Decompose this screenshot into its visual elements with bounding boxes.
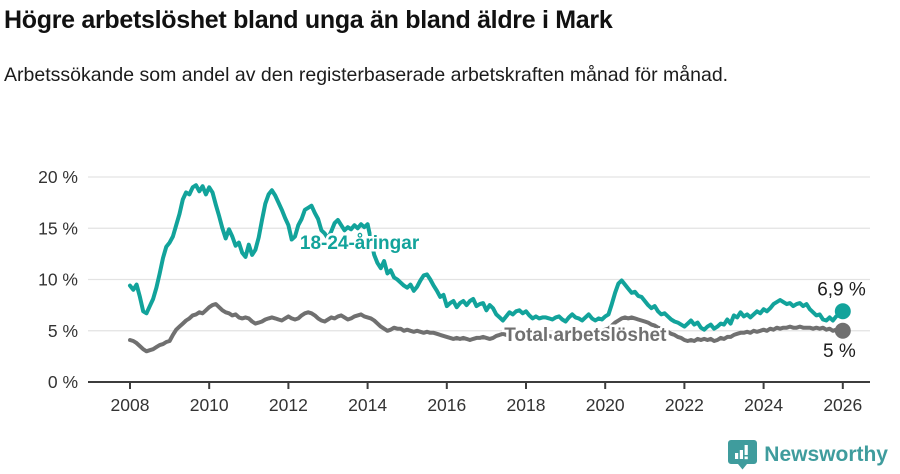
x-axis-tick-label: 2024 (744, 395, 783, 415)
page-title: Högre arbetslöshet bland unga än bland ä… (4, 6, 613, 34)
y-axis-tick-label: 10 % (38, 270, 78, 290)
series-label: 18-24-åringar (300, 233, 420, 254)
series-endpoint-dot (834, 322, 851, 339)
logo-exclamation-bar (744, 445, 749, 455)
x-axis-tick-label: 2010 (190, 395, 229, 415)
x-axis-tick-label: 2018 (507, 395, 546, 415)
logo-exclamation-dot (744, 456, 749, 460)
newsworthy-logo-icon (728, 440, 758, 470)
brand-name: Newsworthy (764, 442, 888, 466)
series-line (128, 183, 845, 332)
end-value-label: 5 % (823, 341, 856, 362)
chart-subtitle: Arbetssökande som andel av den registerb… (4, 64, 729, 86)
x-axis-tick-label: 2008 (111, 395, 150, 415)
series-line (128, 302, 845, 354)
logo-bar-1 (735, 453, 739, 459)
y-axis-tick-label: 5 % (48, 321, 78, 341)
x-axis-tick-label: 2026 (823, 395, 862, 415)
series-label: Total arbetslöshet (504, 325, 667, 346)
y-axis-tick-label: 20 % (38, 167, 78, 187)
x-axis-tick-label: 2012 (269, 395, 308, 415)
x-axis-tick-label: 2020 (586, 395, 625, 415)
series-endpoint-dot (834, 303, 851, 320)
end-value-label: 6,9 % (817, 279, 866, 300)
logo-bar-2 (740, 450, 744, 459)
x-axis-tick-label: 2014 (348, 395, 387, 415)
x-axis-tick-label: 2022 (665, 395, 704, 415)
y-axis-tick-label: 0 % (48, 372, 78, 392)
y-axis-tick-label: 15 % (38, 218, 78, 238)
x-axis-tick-label: 2016 (427, 395, 466, 415)
newsworthy-branding: Newsworthy (728, 439, 888, 470)
